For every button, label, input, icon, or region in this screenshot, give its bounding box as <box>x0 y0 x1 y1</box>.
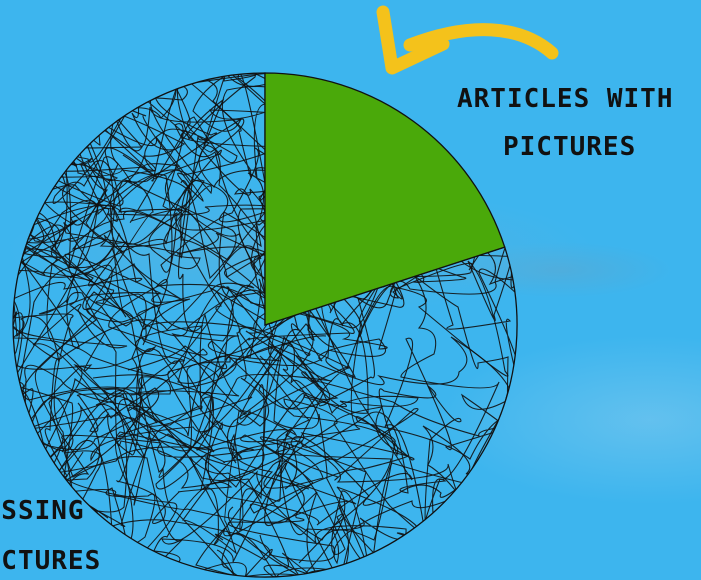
scribble-stroke <box>13 73 462 535</box>
label-missing-pictures-line1: MISSING <box>0 496 85 526</box>
scribble-stroke <box>13 73 245 304</box>
label-articles-with-pictures-line2: PICTURES <box>503 132 637 162</box>
label-missing-pictures-line2: PICTURES <box>0 546 102 576</box>
label-articles-with-pictures-line1: ARTICLES WITH <box>457 84 674 114</box>
scribble-stroke <box>180 73 518 577</box>
scribble-stroke <box>13 111 419 577</box>
scribble-stroke <box>84 73 370 577</box>
pie-slice-missing-pictures <box>12 72 518 578</box>
curved-arrow-icon <box>376 5 559 75</box>
scribble-stroke <box>13 246 335 577</box>
pie-slice-articles-with-pictures <box>264 72 506 326</box>
